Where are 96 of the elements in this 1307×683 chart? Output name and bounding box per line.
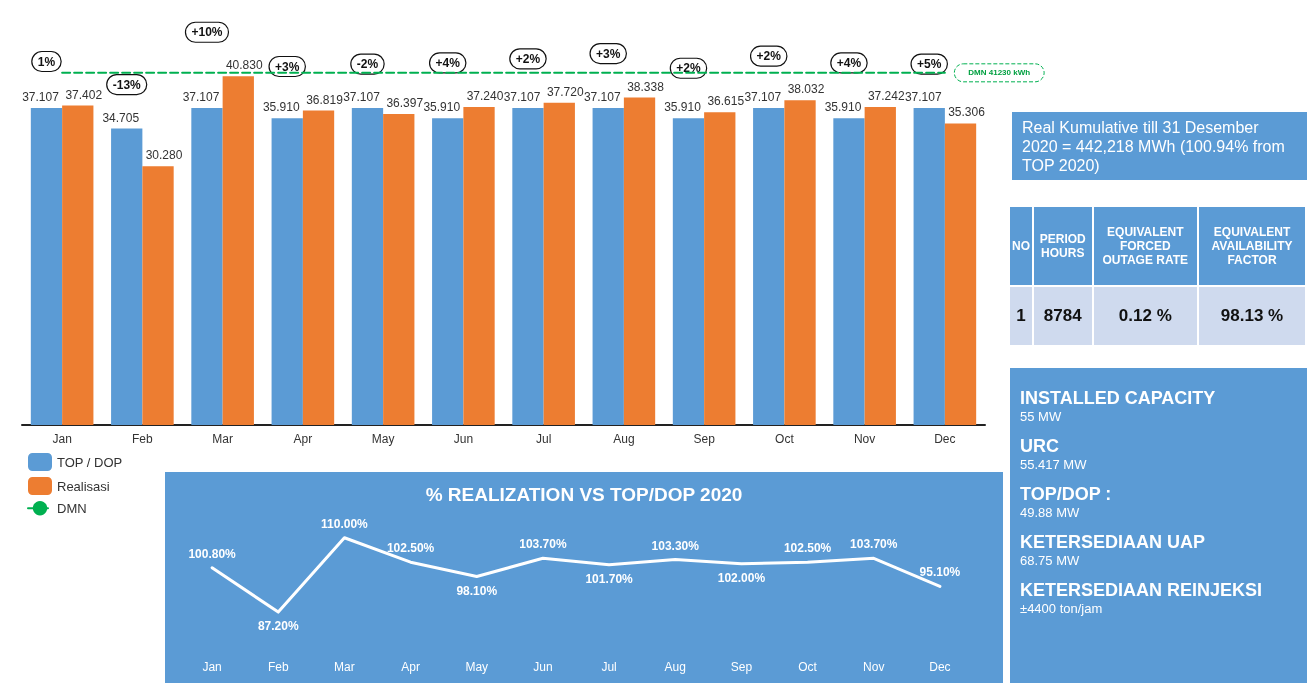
data-label: 37.107 [343,90,381,105]
data-label: 37.720 [546,84,584,99]
text: KETERSEDIAAN REINJEKSI [1020,580,1264,601]
data-label: 36.819 [306,92,344,107]
x-tick-label: May [371,432,395,446]
x-tick-label: Dec [934,432,956,446]
data-label: 40.830 [225,58,263,73]
text: 1% [37,54,56,69]
data-label: 98.10% [456,583,498,598]
data-label: 36.397 [386,96,424,111]
data-label: 37.240 [466,88,504,103]
data-label: 35.910 [664,100,702,115]
x-tick-label: Jul [535,432,552,446]
annotation: -13% [112,77,142,92]
data-label: 34.705 [102,110,140,125]
data-label: 35.910 [423,100,461,115]
x-tick-label: Feb [132,432,154,446]
text: Real Kumulative till 31 Desember 2020 = 442,218 MWh (100.94% from TOP 2020) [1022,118,1286,175]
text: +3% [596,46,621,61]
text: 68.75 MW [1020,553,1081,568]
text: URC [1020,436,1060,457]
text: KETERSEDIAAN UAP [1020,532,1207,553]
x-tick-label: Nov [853,432,876,446]
category-label: EQUIVALENT FORCED OUTAGE RATE [1093,207,1198,285]
data-label: 103.70% [519,537,567,552]
data-label: 38.032 [787,82,825,97]
category-label: EQUIVALENT AVAILABILITY FACTOR [1199,207,1305,285]
text: 98.13 % [1220,306,1284,325]
text: +10% [191,25,223,40]
data-label: 37.107 [744,90,782,105]
data-label: 100.80% [188,546,237,561]
text: ±4400 ton/jam [1020,601,1104,616]
x-tick-label: Oct [775,432,795,446]
x-tick-label: Sep [730,660,753,674]
legend-label: TOP / DOP [57,454,123,470]
x-tick-label: Oct [798,660,818,674]
chart-title: % REALIZATION VS TOP/DOP 2020 [425,484,743,505]
data-label: 38.338 [627,79,665,94]
text: +4% [836,55,862,70]
data-label: 35.910 [262,100,300,115]
x-tick-label: Feb [267,660,289,674]
x-tick-label: Jan [52,432,72,446]
text: +2% [515,51,541,66]
data-label: 30.280 [145,148,183,163]
text: 49.88 MW [1020,505,1081,520]
x-tick-label: Mar [212,432,233,446]
data-label: 36.615 [707,94,745,109]
category-label: PERIOD HOURS [1034,207,1092,285]
data-label: 110.00% [321,516,369,531]
legend-label: DMN [57,500,87,516]
x-tick-label: Apr [293,432,313,446]
text: -2% [356,57,379,72]
data-label: 102.50% [783,541,832,556]
data-label: 37.107 [583,90,621,105]
x-tick-label: Jul [601,660,617,674]
data-label: 35.306 [948,105,986,120]
x-tick-label: Mar [334,660,355,674]
category-label: NO [1010,207,1032,285]
data-label: 103.70% [850,537,898,552]
data-label: 35.910 [824,100,862,115]
annotation: +3% [275,59,300,74]
x-tick-label: Aug [613,432,635,446]
x-tick-label: Sep [693,432,716,446]
text: 55 MW [1020,409,1063,424]
text: +5% [917,57,942,72]
text: 8784 [1043,306,1082,325]
text: INSTALLED CAPACITY [1020,388,1217,409]
x-tick-label: Aug [664,660,686,674]
data-label: 37.402 [65,87,103,102]
x-tick-label: Nov [863,660,885,674]
data-label: 102.50% [386,541,435,556]
x-tick-label: Dec [929,660,951,674]
data-label: 102.00% [717,570,766,585]
text: +2% [756,49,782,64]
data-label: 37.107 [22,90,60,105]
data-label: 37.107 [182,90,220,105]
x-tick-label: Jun [453,432,474,446]
text: 0.12 % [1118,306,1172,325]
data-label: 37.107 [904,90,942,105]
data-label: 37.107 [503,90,541,105]
x-tick-label: Jun [533,660,553,674]
text: TOP/DOP : [1020,484,1113,505]
text: 1 [1016,306,1026,325]
data-label: 103.30% [651,538,700,553]
annotation: DMN 41230 kWh [968,68,1031,78]
text: +4% [435,55,461,70]
legend-label: Realisasi [57,478,110,494]
data-label: 87.20% [257,619,299,634]
data-label: 95.10% [919,565,961,580]
text: 55.417 MW [1020,457,1088,472]
x-tick-label: Jan [202,660,222,674]
x-tick-label: May [465,660,489,674]
annotation: +2% [676,61,701,76]
x-tick-label: Apr [401,660,420,674]
data-label: 101.70% [585,571,634,586]
data-label: 37.242 [867,88,905,103]
